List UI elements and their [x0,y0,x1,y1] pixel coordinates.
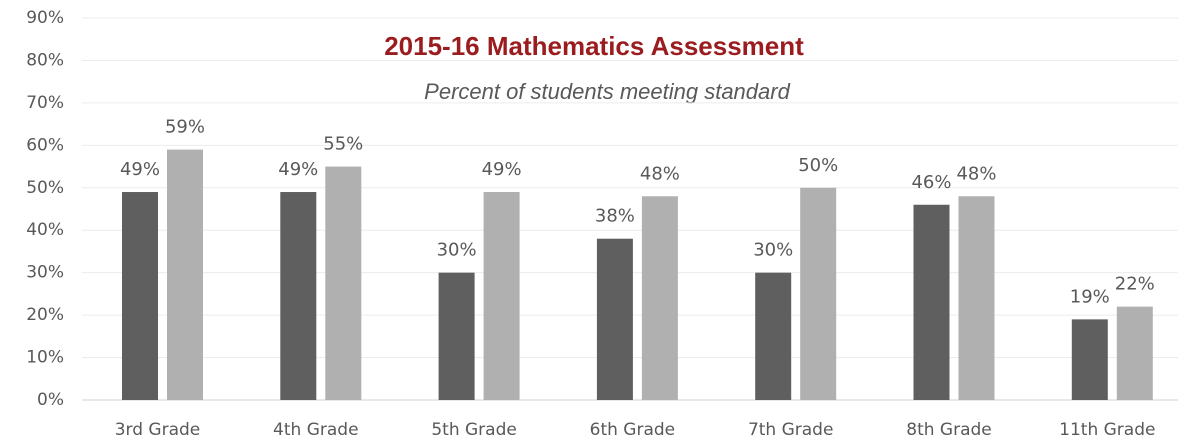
x-tick-label: 3rd Grade [115,420,201,440]
y-tick-label: 10% [26,348,64,368]
value-label: 30% [753,240,793,261]
x-tick-label: 11th Grade [1059,420,1155,440]
bar [800,187,837,400]
bar [483,192,520,400]
chart-subtitle: Percent of students meeting standard [424,79,790,104]
x-tick-label: 5th Grade [431,420,517,440]
bar [596,238,633,400]
bar [958,196,995,400]
bar [641,196,678,400]
bar [167,149,203,400]
y-tick-label: 90% [26,8,64,28]
bar [280,192,317,400]
value-label: 50% [798,155,838,176]
value-label: 59% [165,117,205,138]
bar [755,272,792,400]
x-tick-label: 8th Grade [906,420,992,440]
x-tick-label: 4th Grade [273,420,359,440]
y-tick-label: 0% [37,390,64,410]
value-label: 49% [482,159,522,180]
chart-title: 2015-16 Mathematics Assessment [384,31,804,61]
bar [1071,319,1108,400]
y-tick-label: 80% [26,50,64,70]
value-label: 30% [437,240,477,261]
value-label: 48% [640,163,680,184]
y-tick-label: 60% [26,135,64,155]
bar [122,192,158,400]
bar [438,272,475,400]
x-tick-label: 6th Grade [590,420,676,440]
value-label: 22% [1115,274,1155,295]
value-label: 48% [956,163,996,184]
bar [1116,306,1153,400]
value-label: 49% [278,159,318,180]
y-tick-label: 40% [26,220,64,240]
value-label: 38% [595,206,635,227]
y-tick-label: 50% [26,178,64,198]
y-tick-label: 30% [26,263,64,283]
y-tick-label: 20% [26,305,64,325]
value-label: 19% [1070,286,1110,307]
value-label: 55% [323,134,363,155]
value-label: 46% [911,172,951,193]
value-label: 49% [120,159,160,180]
x-tick-label: 7th Grade [748,420,834,440]
bar [913,204,950,400]
y-tick-label: 70% [26,93,64,113]
bar [325,166,362,400]
